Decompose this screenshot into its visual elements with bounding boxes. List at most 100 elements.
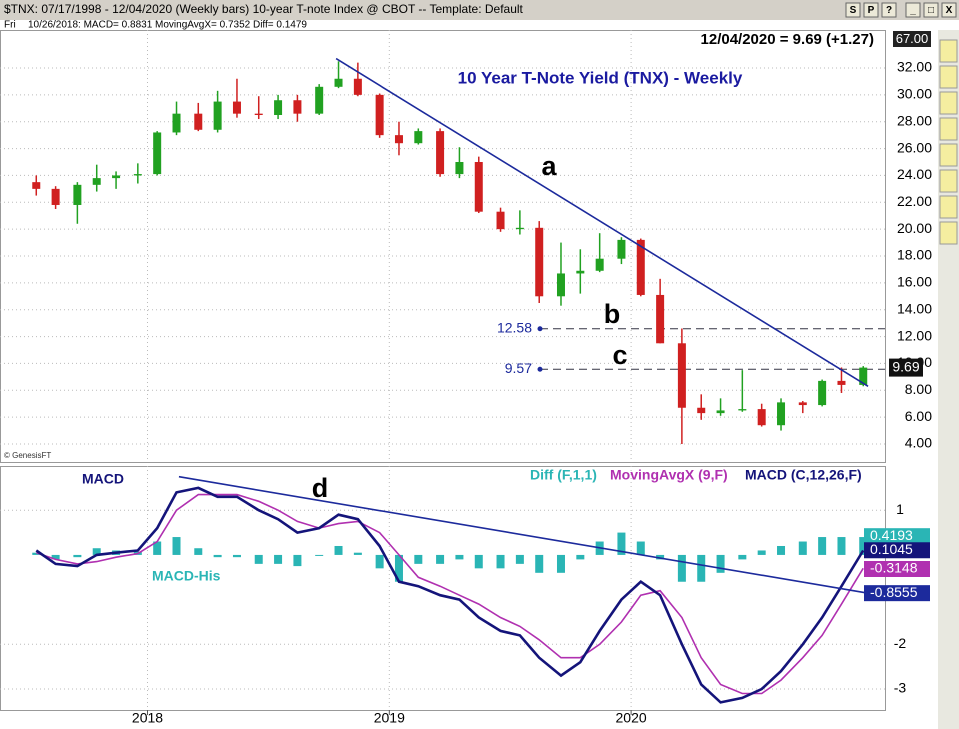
end-label-box [864,528,930,545]
candle-body [436,131,445,175]
histogram-bar [474,554,483,569]
histogram-bar [556,554,565,573]
scroll-button[interactable] [939,91,958,115]
candle-body [535,227,544,297]
histogram-bar [51,554,60,560]
day: Fri [4,20,16,31]
histogram-bar [73,554,82,558]
annotation: d [312,473,329,503]
candle-body [677,343,686,408]
candle-body [232,101,241,114]
macd-line [36,493,864,695]
histogram-bar [738,554,747,560]
candle-body [738,409,747,411]
price-panel [0,30,886,463]
y-tick-label: 18.00 [897,247,932,263]
window-button[interactable] [941,2,957,18]
histogram-bar [92,548,101,555]
candle-body [293,100,302,114]
window-button[interactable] [845,2,861,18]
title-bar [0,0,959,20]
candle-body [818,380,827,406]
candle-body [414,131,423,144]
candle-body [73,184,82,205]
y-tick-label: 14.00 [897,300,932,316]
scroll-button[interactable] [939,169,958,193]
histogram-bar [859,537,868,555]
candle-body [617,239,626,259]
end-label: 0.4193 [870,527,913,543]
scroll-button[interactable] [939,221,958,245]
y-tick-label: 26.00 [897,139,932,155]
window-button[interactable] [863,2,879,18]
window-button[interactable] [923,2,939,18]
candle-body [697,407,706,414]
scroll-button[interactable] [939,195,958,219]
candle-body [556,273,565,297]
histogram-bar [213,554,222,558]
y-tick-label: 4.00 [905,435,932,451]
quote: 12/04/2020 = 9.69 (+1.27) [701,31,874,48]
header: $TNX: 07/17/1998 - 12/04/2020 (Weekly ba… [4,2,524,16]
annotation: b [604,299,621,329]
end-label: -0.8555 [870,584,918,600]
candle-body [133,174,142,176]
y-tick-label: 28.00 [897,112,932,128]
candle-body [798,402,807,406]
histogram-bar [293,554,302,567]
candle-body [777,402,786,426]
window-button-label: □ [928,5,934,16]
candle-body [172,113,181,133]
histogram-bar [636,541,645,555]
candle-body [375,94,384,136]
y-tick-label: 6.00 [905,408,932,424]
end-label: 0.1045 [870,541,913,557]
histogram-bar [172,537,181,555]
histogram-bar [656,554,665,560]
y-tick-label: -3 [894,680,907,696]
window-button-label: X [946,5,953,16]
histogram-bar [436,554,445,564]
window-button[interactable] [905,2,921,18]
x-tick-label: 2019 [374,710,405,726]
end-label-box [864,585,930,602]
macd-label: MACD [82,471,124,487]
candle-body [496,211,505,230]
level-label: 9.57 [505,360,532,376]
trendline [178,475,869,594]
histogram-bar [777,545,786,555]
histogram-bar [455,554,464,560]
histogram-bar [515,554,524,564]
top-box [893,31,931,47]
y-tick-label: 22.00 [897,193,932,209]
last-value-label: 9.69 [892,358,919,374]
histogram-bar [153,541,162,555]
window-button-label: P [868,5,875,16]
candle-body [455,162,464,175]
scroll-button[interactable] [939,65,958,89]
candle-body [515,227,524,230]
info: 10/26/2018: MACD= 0.8831 MovingAvgX= 0.7… [28,20,307,31]
histogram-bar [254,554,263,564]
window-button-label: ? [886,5,892,16]
histogram-bar [837,537,846,555]
histogram-bar [232,554,241,558]
histogram-bar [576,554,585,560]
scroll-button[interactable] [939,117,958,141]
scroll-button[interactable] [939,143,958,167]
y-tick-label: 20.00 [897,220,932,236]
end-label: -0.3148 [870,560,918,576]
candle-body [153,132,162,175]
candle-body [576,270,585,274]
histogram-bar [315,554,324,556]
scroll-button[interactable] [939,39,958,63]
y-tick-label: 1 [896,501,904,517]
level-label: 12.58 [497,319,532,335]
candle-body [757,409,766,426]
window-button[interactable] [881,2,897,18]
window-button-label: S [850,5,857,16]
candle-body [274,100,283,116]
candle-body [636,239,645,295]
histogram-label: MACD-His [152,568,221,584]
